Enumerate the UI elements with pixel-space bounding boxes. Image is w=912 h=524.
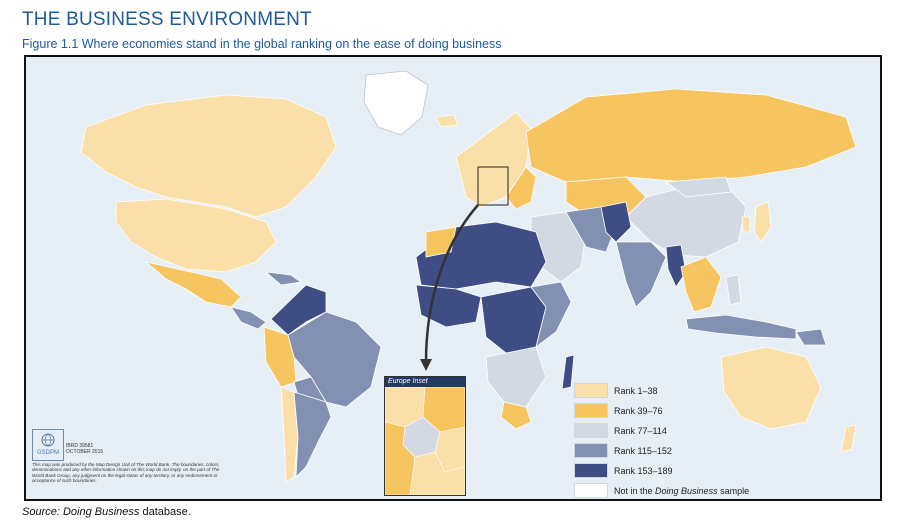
legend-swatch: [574, 403, 608, 418]
region-caribbean: [264, 271, 303, 286]
legend-item-rank-39-76: Rank 39–76: [574, 403, 663, 418]
legend-item-rank-115-152: Rank 115–152: [574, 443, 672, 458]
region-indonesia: [685, 314, 797, 340]
region-greenland: [363, 70, 429, 136]
inset-arrow: [424, 204, 479, 363]
region-southeast-asia: [680, 256, 722, 313]
legend-label: Rank 1–38: [614, 385, 658, 396]
region-afghanistan-pakistan: [600, 201, 632, 243]
region-central-america: [230, 306, 267, 330]
legend-swatch: [574, 443, 608, 458]
region-brazil: [287, 311, 382, 408]
source-suffix: database.: [139, 506, 191, 518]
region-mongolia: [664, 176, 732, 198]
europe-inset-title: Europe Inset: [385, 377, 465, 387]
region-india: [615, 241, 667, 308]
globe-icon: [41, 433, 55, 447]
source-note: Source: Doing Business database.: [22, 506, 191, 518]
region-west-africa: [415, 284, 482, 328]
legend-label-prefix: Not in the: [614, 485, 656, 496]
ibrd-reference: IBRD 39581 OCTOBER 2015: [66, 443, 103, 455]
inset-arrow-head: [420, 359, 432, 371]
figure-caption: Figure 1.1 Where economies stand in the …: [22, 37, 502, 51]
legend-item-rank-77-114: Rank 77–114: [574, 423, 667, 438]
region-japan: [753, 201, 772, 243]
region-iceland: [435, 114, 459, 128]
legend-item-rank-153-189: Rank 153–189: [574, 463, 673, 478]
source-prefix: Source:: [22, 506, 63, 518]
source-italic: Doing Business: [62, 506, 140, 518]
legend-label: Rank 39–76: [614, 405, 663, 416]
europe-inset-map: [385, 387, 465, 495]
legend-label-suffix: sample: [717, 485, 750, 496]
legend-label: Rank 153–189: [614, 465, 673, 476]
region-argentina: [293, 391, 332, 479]
legend-swatch: [574, 423, 608, 438]
region-south-africa: [500, 401, 532, 430]
region-myanmar: [665, 244, 687, 288]
region-russia: [525, 88, 857, 183]
legend-label: Rank 115–152: [614, 445, 672, 456]
map-disclaimer: This map was produced by the Map Design …: [32, 462, 220, 484]
region-southern-africa: [485, 346, 547, 408]
ibrd-number: IBRD 39581: [66, 443, 94, 449]
section-title: THE BUSINESS ENVIRONMENT: [22, 9, 312, 30]
region-png: [795, 328, 827, 346]
legend-item-not-in-sample: Not in the Doing Business sample: [574, 483, 749, 498]
region-usa: [115, 198, 277, 273]
legend-label-italic: Doing Business: [655, 485, 718, 496]
region-china: [625, 184, 747, 258]
europe-inset: Europe Inset: [384, 376, 466, 496]
world-map-frame: Europe Inset GSDPM IBRD 39581 OCTOBER 20…: [24, 55, 882, 501]
legend-label: Rank 77–114: [614, 425, 667, 436]
europe-inset-locator: [477, 166, 509, 206]
region-korea: [741, 216, 751, 233]
legend-swatch: [574, 383, 608, 398]
legend-swatch: [574, 483, 608, 498]
region-eastern-europe: [505, 166, 537, 210]
region-australia: [720, 346, 822, 430]
region-madagascar: [561, 354, 575, 390]
ibrd-date: OCTOBER 2015: [66, 449, 104, 455]
legend-swatch: [574, 463, 608, 478]
region-east-africa: [530, 281, 572, 348]
gsdpm-logo-text: GSDPM: [36, 450, 59, 456]
region-canada: [80, 94, 337, 218]
inset-country-f: [409, 451, 465, 495]
region-philippines: [725, 274, 742, 306]
legend-item-rank-1-38: Rank 1–38: [574, 383, 658, 398]
world-map: [80, 70, 857, 483]
region-new-zealand: [840, 424, 857, 453]
gsdpm-logo: GSDPM: [32, 429, 64, 461]
